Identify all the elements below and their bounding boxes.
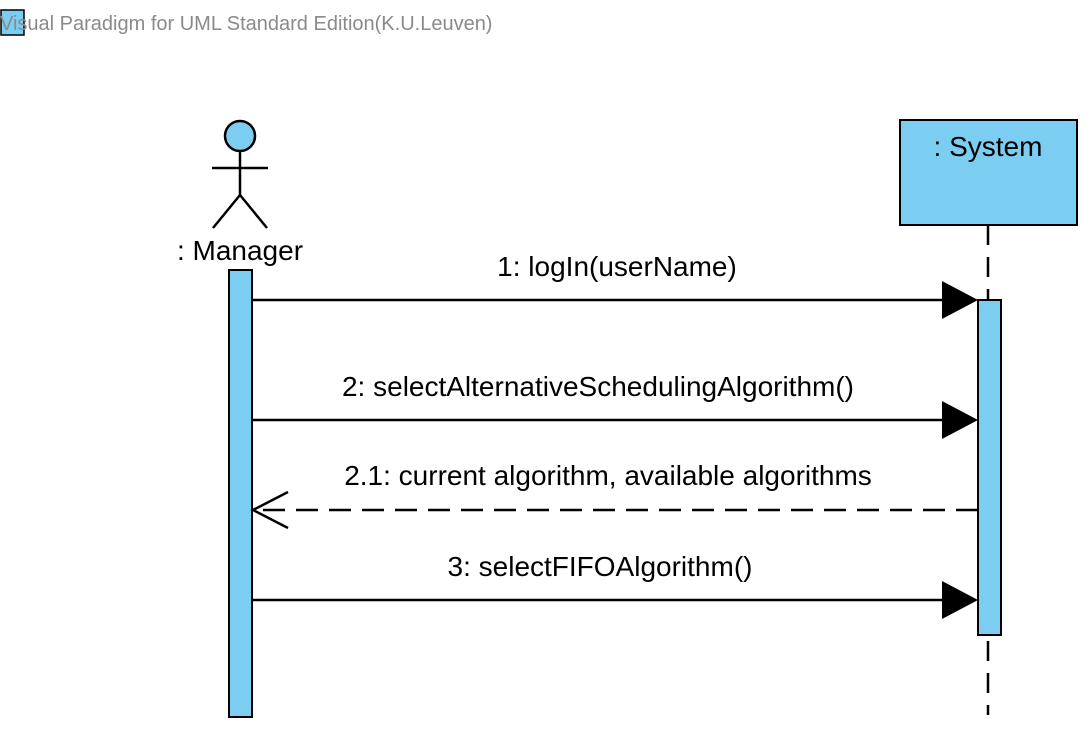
message-2-1-label: 2.1: current algorithm, available algori… [344,460,872,491]
message-2-arrowhead-icon [942,401,978,439]
actor-stick-figure-icon [212,119,268,229]
watermark: Visual Paradigm for UML Standard Edition… [0,9,492,36]
system-lifeline[interactable]: : System [899,119,1078,715]
message-2-1-return[interactable]: 2.1: current algorithm, available algori… [250,460,978,530]
message-2[interactable]: 2: selectAlternativeSchedulingAlgorithm(… [252,371,978,439]
manager-activation-bar[interactable] [228,269,253,718]
watermark-text: Visual Paradigm for UML Standard Edition… [0,13,492,35]
message-3-label: 3: selectFIFOAlgorithm() [448,551,753,582]
system-label: : System [934,131,1043,162]
message-2-label: 2: selectAlternativeSchedulingAlgorithm(… [342,371,854,402]
manager-lifeline[interactable]: : Manager [177,119,303,718]
message-3-arrowhead-icon [942,581,978,619]
watermark-logo-icon [0,9,25,36]
message-3[interactable]: 3: selectFIFOAlgorithm() [252,551,978,619]
system-activation-bar[interactable] [977,299,1002,636]
message-1[interactable]: 1: logIn(userName) [252,251,978,319]
manager-label: : Manager [177,235,303,266]
message-1-label: 1: logIn(userName) [497,251,737,282]
message-1-arrowhead-icon [942,281,978,319]
message-2-1-open-arrowhead-icon [250,490,289,530]
